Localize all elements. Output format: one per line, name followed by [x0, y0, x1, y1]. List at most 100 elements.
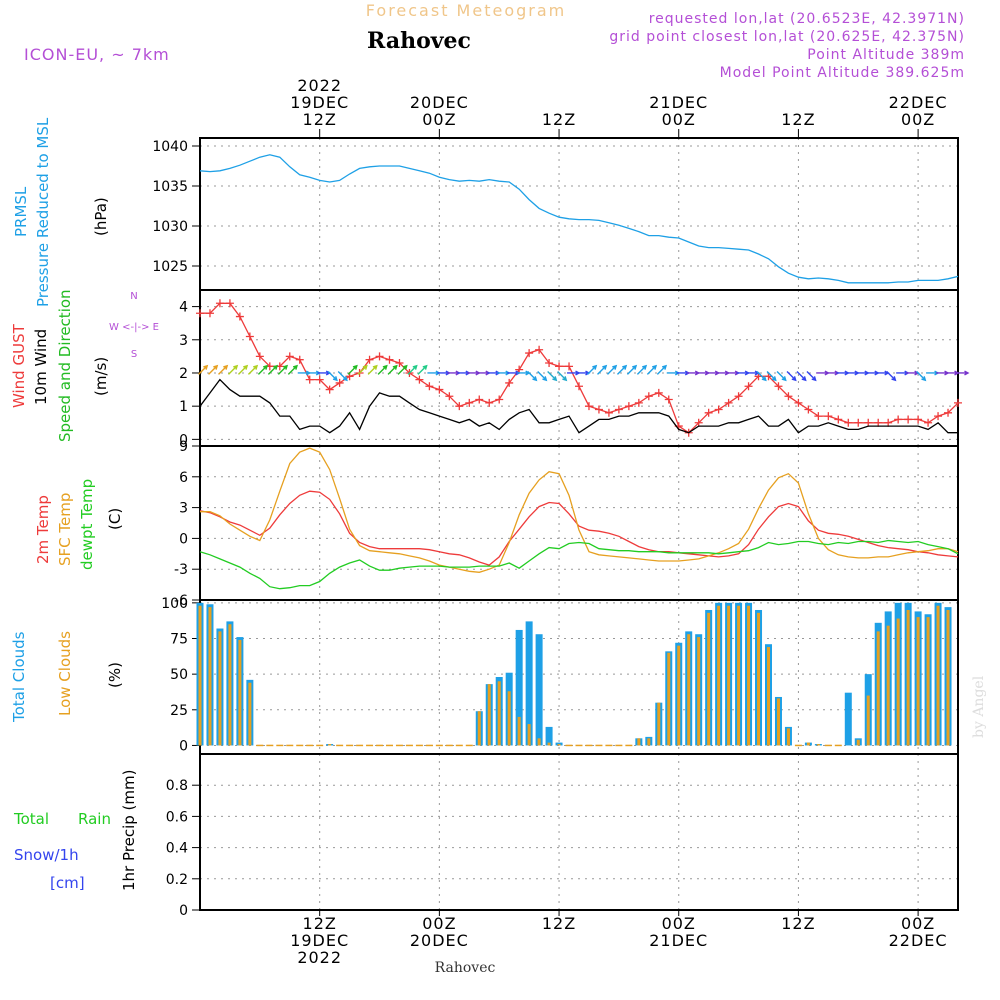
low-clouds-bar: [717, 605, 721, 746]
wind-ytick-label: 0: [179, 432, 188, 448]
bottom-time-label: 12Z: [542, 914, 576, 933]
gust-marker: [794, 398, 803, 407]
precip-panel: 0 0.2 0.4 0.6 0.8: [166, 753, 959, 919]
label-speed-direction: Speed and Direction: [56, 289, 74, 442]
gust-marker: [914, 415, 923, 424]
wind-direction-arrow: [597, 364, 608, 375]
low-clouds-bar: [697, 637, 701, 746]
gust-marker: [235, 312, 244, 321]
wind-direction-arrow: [886, 371, 897, 382]
label-2m-temp: 2m Temp: [34, 495, 52, 564]
total-clouds-bar: [844, 692, 852, 746]
low-clouds-bar: [328, 744, 332, 746]
forecast-title: Forecast Meteogram: [366, 1, 566, 20]
gust-marker: [724, 398, 733, 407]
gust-marker: [445, 392, 454, 401]
low-clouds-bar: [677, 645, 681, 746]
watermark: by Angel: [971, 675, 987, 738]
temperature-ytick-label: 3: [179, 501, 188, 517]
low-clouds-bar: [767, 647, 770, 746]
wind-direction-arrow: [876, 370, 890, 376]
pressure-ytick-label: 1035: [152, 179, 188, 195]
wind-direction-arrow: [577, 370, 591, 376]
wind-direction-arrow: [806, 371, 817, 382]
clouds-ytick-label: 75: [170, 632, 188, 648]
wind-direction-arrow: [198, 364, 209, 375]
low-clouds-bar: [557, 744, 561, 746]
label-prmsl: PRMSL: [12, 186, 30, 237]
gust-marker: [864, 418, 873, 427]
bottom-time-label: 2022: [297, 948, 342, 967]
requested-coords: requested lon,lat (20.6523E, 42.3971N): [649, 11, 965, 27]
top-time-label: 00Z: [662, 110, 696, 129]
gust-marker: [714, 405, 723, 414]
top-time-label: 2022: [297, 76, 342, 95]
low-clouds-bar: [946, 609, 950, 746]
gust-marker: [704, 408, 713, 417]
gust-marker: [375, 352, 384, 361]
temperature-ytick-label: -3: [174, 562, 188, 578]
precip-ytick-label: 0.2: [166, 872, 188, 888]
wind-direction-arrow: [636, 364, 648, 375]
low-clouds-bar: [916, 617, 920, 746]
gust-marker: [545, 359, 554, 368]
label-10m-wind: 10m Wind: [32, 329, 50, 405]
wind-direction-arrow: [786, 371, 797, 382]
low-clouds-bar: [727, 605, 731, 746]
gust-marker: [495, 395, 504, 404]
wind-direction-arrow: [587, 364, 598, 375]
temperature-ytick-label: 9: [179, 439, 188, 455]
low-clouds-bar: [936, 605, 940, 746]
low-clouds-bar: [637, 738, 641, 746]
temperature-series-sfc-temp: [200, 447, 959, 573]
total-clouds-bar: [515, 629, 523, 746]
label-rain: Rain: [78, 810, 111, 828]
gust-marker: [535, 345, 544, 354]
gust-marker: [934, 412, 943, 421]
low-clouds-bar: [517, 716, 521, 746]
gust-marker: [844, 418, 853, 427]
location-title: Rahovec: [367, 28, 471, 54]
precip-ytick-label: 0: [179, 903, 188, 919]
point-altitude: Point Altitude 389m: [807, 47, 965, 63]
wind-direction-arrow: [616, 364, 628, 375]
wind-direction-arrow: [956, 370, 970, 376]
top-time-label: 00Z: [422, 110, 456, 129]
wind-direction-arrow: [407, 364, 418, 375]
precip-ytick-label: 0.6: [166, 809, 188, 825]
wind-direction-arrow: [746, 370, 761, 376]
wind-direction-arrow: [766, 371, 777, 382]
temperature-series-dewpt-temp: [199, 539, 959, 590]
low-clouds-bar: [737, 605, 741, 746]
gust-marker: [395, 359, 404, 368]
low-clouds-bar: [657, 702, 661, 746]
top-time-label: 20DEC: [410, 93, 469, 112]
low-clouds-bar: [527, 724, 531, 746]
top-time-label: 12Z: [542, 110, 576, 129]
gust-marker: [954, 398, 962, 407]
wind-direction-arrow: [208, 364, 219, 375]
pressure-ytick-label: 1030: [152, 219, 188, 235]
label-total: Total: [13, 810, 49, 828]
gust-marker: [335, 378, 344, 387]
wind-direction-arrow: [347, 364, 358, 375]
low-clouds-bar: [507, 691, 511, 746]
wind-ytick-label: 4: [179, 300, 188, 316]
gust-marker: [654, 388, 663, 397]
gust-marker: [594, 405, 603, 414]
wind-direction-arrow: [357, 364, 368, 375]
temperature-panel: -6 -3 0 3 6 9: [174, 439, 959, 609]
gust-marker: [285, 352, 294, 361]
wind-direction-arrow: [287, 364, 298, 375]
gust-marker: [784, 392, 793, 401]
total-clouds-bar: [525, 621, 533, 746]
wind-direction-arrow: [247, 364, 259, 375]
top-time-label: 19DEC: [290, 93, 349, 112]
wind-direction-arrow: [537, 371, 548, 382]
gust-marker: [884, 418, 893, 427]
gust-marker: [824, 412, 833, 421]
gust-marker: [485, 398, 494, 407]
bottom-time-label: 00Z: [662, 914, 696, 933]
gust-marker: [305, 375, 314, 384]
gust-marker: [455, 402, 464, 411]
